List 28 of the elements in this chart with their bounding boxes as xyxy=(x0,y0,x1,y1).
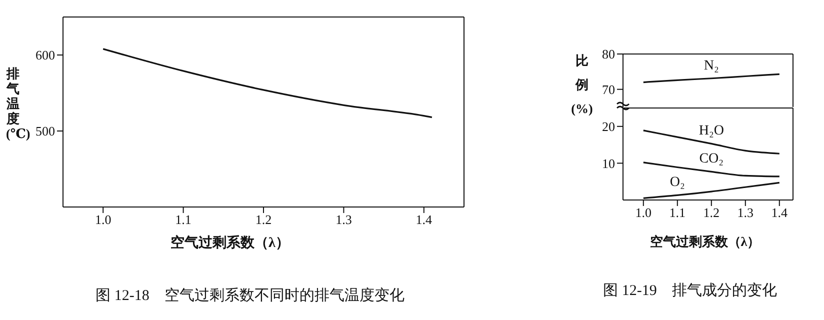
y-tick-label: 70 xyxy=(602,82,615,97)
x-tick-label: 1.4 xyxy=(771,205,788,220)
series-label: O₂ xyxy=(670,175,686,190)
y-tick-label: 500 xyxy=(36,124,55,139)
line-series xyxy=(642,73,780,84)
x-tick-label: 1.1 xyxy=(669,205,686,220)
series-label: N₂ xyxy=(704,58,720,74)
x-tick-label: 1.1 xyxy=(175,212,192,228)
text: 图 12-18 空气过剩系数不同时的排气温度变化 xyxy=(94,286,406,305)
y-tick-label: 600 xyxy=(36,48,55,63)
y-axis-title: 比例 (%) xyxy=(570,52,594,118)
series-label: H₂O xyxy=(698,124,724,139)
text: 图 12-19 排气成分的变化 xyxy=(602,282,778,300)
y-tick-label: 20 xyxy=(602,119,615,134)
x-axis-title: 空气过剩系数（λ） xyxy=(648,233,762,251)
x-tick-label: 1.0 xyxy=(635,205,652,220)
x-tick-label: 1.2 xyxy=(255,212,272,228)
x-tick-label: 1.2 xyxy=(703,205,720,220)
x-axis-title: 空气过剩系数（λ） xyxy=(170,234,290,252)
x-tick-label: 1.0 xyxy=(94,212,112,228)
x-tick-label: 1.3 xyxy=(737,205,754,220)
y-tick-label: 80 xyxy=(602,46,615,62)
series-label: CO₂ xyxy=(699,152,724,167)
line-series xyxy=(102,48,433,118)
x-tick-label: 1.3 xyxy=(336,212,352,228)
x-tick-label: 1.4 xyxy=(416,212,433,228)
y-axis-title: 排气温度 (℃) xyxy=(6,66,30,141)
y-tick-label: 10 xyxy=(602,156,615,171)
